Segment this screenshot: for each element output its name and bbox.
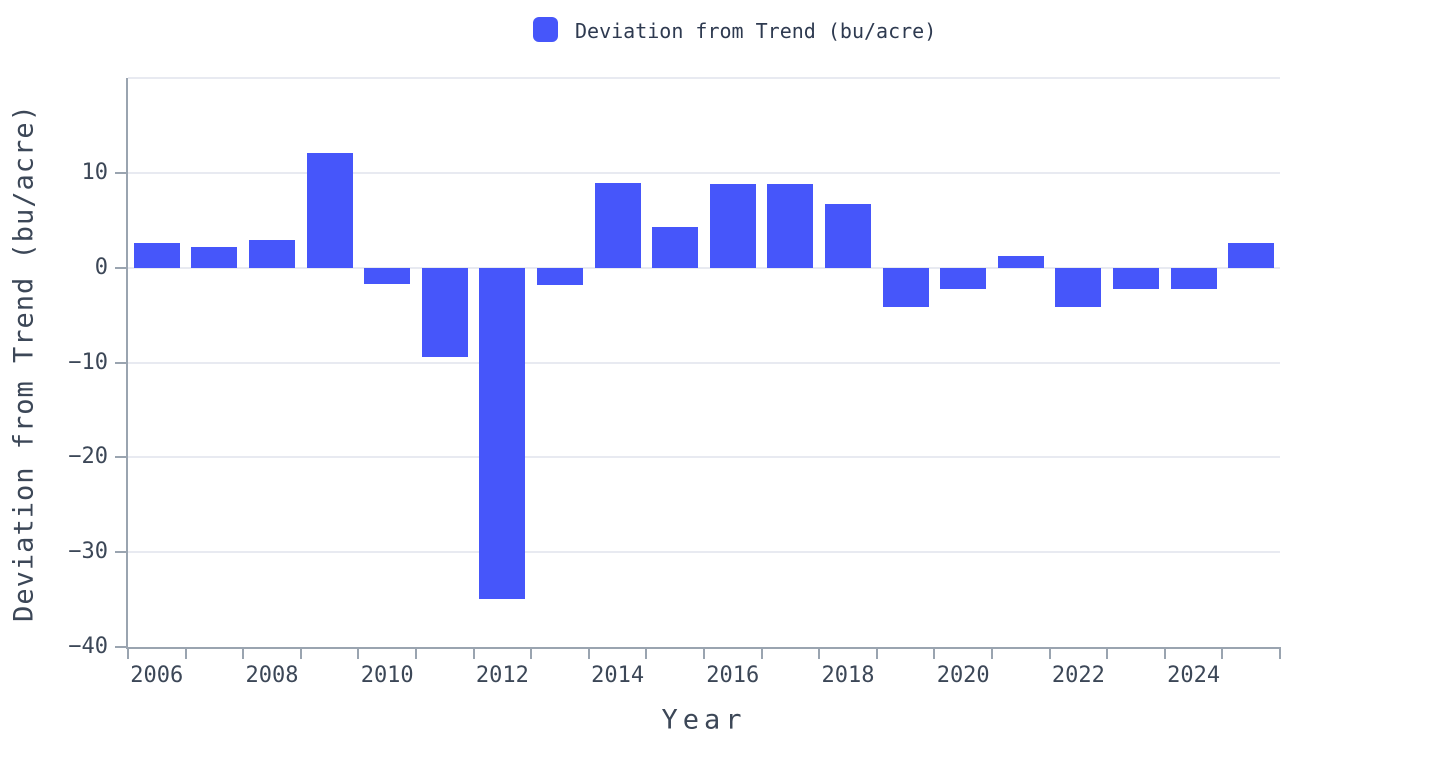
x-axis-title: Year — [661, 704, 747, 736]
plot-area — [128, 77, 1280, 647]
legend-swatch — [533, 16, 558, 42]
gridline — [128, 456, 1280, 459]
x-tick-label: 2016 — [706, 663, 760, 688]
bar[interactable] — [249, 240, 295, 268]
bar[interactable] — [940, 267, 986, 290]
legend-item[interactable]: Deviation from Trend (bu/acre) — [533, 15, 936, 43]
x-tick — [645, 647, 648, 659]
bar[interactable] — [1055, 267, 1101, 308]
y-tick — [115, 551, 126, 554]
x-tick — [933, 647, 936, 659]
x-tick — [357, 647, 360, 659]
y-tick-label: −40 — [68, 634, 108, 659]
y-tick-label: 0 — [94, 254, 108, 280]
x-tick-label: 2022 — [1051, 663, 1105, 688]
x-tick-label: 2014 — [591, 663, 645, 688]
y-tick — [115, 361, 126, 364]
gridline — [128, 171, 1280, 174]
bar[interactable] — [364, 267, 410, 284]
x-tick — [875, 647, 878, 659]
bar[interactable] — [825, 204, 871, 268]
y-tick-label: −20 — [68, 444, 108, 470]
x-tick — [760, 647, 763, 659]
bar[interactable] — [1228, 243, 1274, 268]
x-tick-label: 2020 — [936, 663, 990, 688]
x-tick — [1163, 647, 1166, 659]
bar[interactable] — [422, 267, 468, 357]
legend-label: Deviation from Trend (bu/acre) — [575, 19, 937, 43]
x-tick-label: 2012 — [475, 663, 529, 688]
bar[interactable] — [595, 183, 641, 268]
y-tick — [115, 456, 126, 459]
x-tick — [1221, 647, 1224, 659]
y-tick-label: −10 — [68, 349, 108, 375]
x-tick — [184, 647, 187, 659]
x-tick — [242, 647, 245, 659]
bar[interactable] — [1113, 267, 1159, 290]
bar[interactable] — [134, 243, 180, 268]
y-axis-line — [126, 78, 128, 649]
bar[interactable] — [191, 246, 237, 268]
x-tick — [415, 647, 417, 659]
bar[interactable] — [767, 184, 813, 268]
x-tick — [299, 647, 302, 659]
bar[interactable] — [1171, 267, 1217, 290]
y-tick-label: −30 — [68, 539, 108, 565]
y-axis-title: Deviation from Trend (bu/acre) — [8, 103, 40, 622]
bar[interactable] — [307, 152, 353, 268]
gridline — [128, 266, 1280, 269]
gridline — [128, 361, 1280, 364]
y-tick — [115, 646, 126, 648]
x-tick — [1048, 647, 1051, 659]
bar[interactable] — [998, 256, 1044, 268]
x-tick — [703, 647, 705, 659]
x-tick — [1279, 647, 1281, 659]
gridline — [128, 551, 1280, 554]
x-tick-label: 2006 — [130, 663, 184, 688]
x-tick — [991, 647, 993, 659]
y-tick — [115, 171, 126, 174]
x-tick — [472, 647, 475, 659]
x-tick — [587, 647, 590, 659]
x-tick — [127, 647, 129, 659]
gridline — [128, 77, 1280, 79]
x-tick-label: 2018 — [821, 663, 875, 688]
bar[interactable] — [710, 184, 756, 268]
x-tick — [818, 647, 821, 659]
x-tick — [1106, 647, 1109, 659]
bar[interactable] — [537, 267, 583, 285]
x-tick-label: 2010 — [360, 663, 414, 688]
x-tick-label: 2008 — [245, 663, 299, 688]
y-tick — [115, 266, 126, 269]
bar[interactable] — [652, 226, 698, 268]
x-tick-label: 2024 — [1167, 663, 1221, 688]
bar[interactable] — [479, 267, 525, 599]
x-tick — [530, 647, 533, 659]
bar[interactable] — [883, 267, 929, 307]
y-tick-label: 10 — [81, 159, 109, 185]
